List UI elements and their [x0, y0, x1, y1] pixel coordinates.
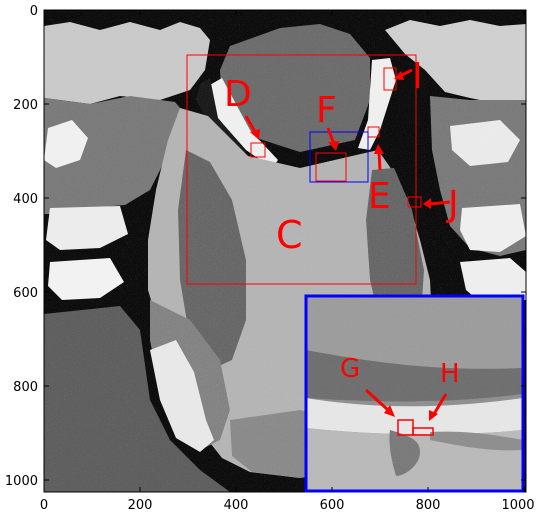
y-tick-label: 0: [30, 4, 38, 19]
arrow-f: [326, 127, 336, 145]
label-i: I: [412, 56, 423, 97]
x-tick-label: 600: [320, 498, 345, 513]
arrow-j-head: [423, 198, 431, 209]
x-tick-label: 0: [40, 498, 48, 513]
y-tick-label: 600: [13, 286, 38, 301]
y-axis: [44, 9, 526, 481]
plot-frame: [43, 9, 527, 493]
roi-h-box: [412, 427, 434, 436]
x-tick-label: 400: [224, 498, 249, 513]
label-f: F: [316, 90, 337, 131]
x-tick-label: 1000: [501, 498, 534, 513]
main-roi-box: [186, 54, 417, 285]
arrow-f-head: [328, 141, 339, 151]
y-tick-labels: 0 200 400 600 800 1000: [5, 4, 38, 489]
x-tick-label: 800: [416, 498, 441, 513]
arrow-e-head: [374, 144, 384, 154]
arrow-h: [432, 393, 448, 415]
arrow-i-head: [394, 71, 404, 80]
zoom-source-box: [309, 131, 369, 183]
label-e: E: [368, 176, 391, 217]
label-c: C: [276, 213, 303, 257]
x-tick-label: 200: [128, 498, 153, 513]
y-tick-label: 1000: [5, 474, 38, 489]
label-g: G: [340, 354, 360, 384]
arrow-g: [364, 388, 390, 412]
label-d: D: [224, 74, 252, 115]
roi-f-box: [315, 152, 347, 182]
inset-arrows: [364, 388, 448, 421]
ct-image: [44, 10, 526, 492]
roi-d-box: [250, 142, 266, 158]
arrow-j: [429, 200, 451, 206]
y-tick-label: 400: [13, 192, 38, 207]
zoom-inset: G H: [304, 294, 525, 493]
y-tick-label: 800: [13, 380, 38, 395]
roi-j-box: [407, 196, 422, 208]
label-h: H: [440, 359, 460, 389]
arrow-g-head: [384, 405, 395, 417]
x-axis: [43, 10, 525, 492]
x-tick-labels: 0 200 400 600 800 1000: [40, 498, 535, 513]
y-tick-label: 200: [13, 98, 38, 113]
arrow-e: [377, 151, 382, 171]
annotation-arrows: [244, 68, 451, 209]
label-j: J: [446, 184, 459, 225]
arrow-h-head: [429, 410, 438, 421]
inset-frame: [304, 294, 525, 493]
arrow-d-head: [250, 129, 260, 140]
